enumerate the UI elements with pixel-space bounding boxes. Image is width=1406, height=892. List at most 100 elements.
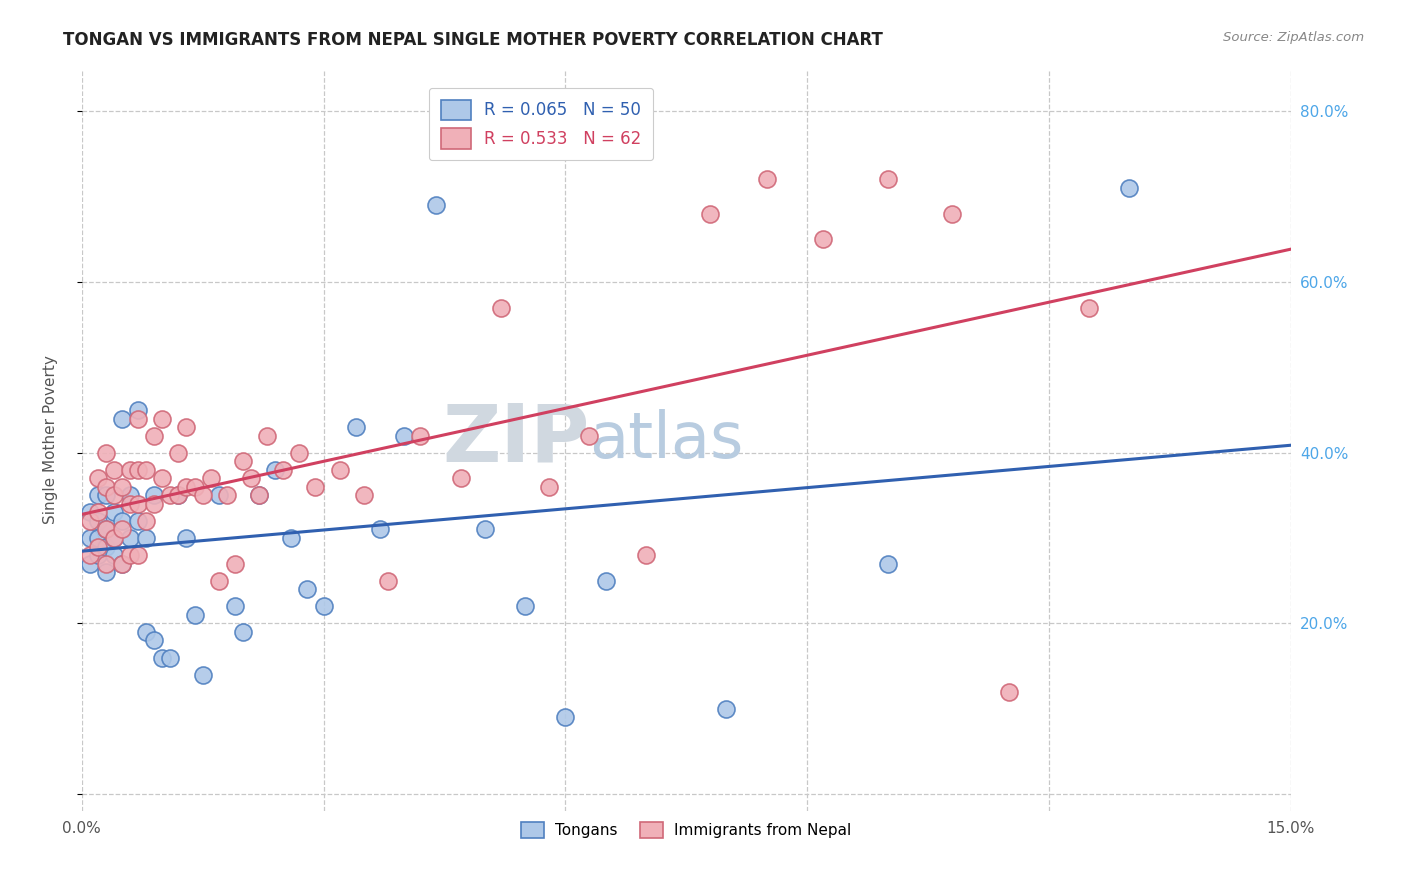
Point xyxy=(150,471,173,485)
Point xyxy=(247,488,270,502)
Point xyxy=(94,523,117,537)
Point xyxy=(127,403,149,417)
Point xyxy=(176,531,198,545)
Point xyxy=(94,523,117,537)
Point xyxy=(191,488,214,502)
Point xyxy=(554,710,576,724)
Point xyxy=(135,624,157,639)
Point xyxy=(256,428,278,442)
Point xyxy=(111,557,134,571)
Point xyxy=(232,454,254,468)
Point xyxy=(87,540,110,554)
Point xyxy=(94,540,117,554)
Legend: Tongans, Immigrants from Nepal: Tongans, Immigrants from Nepal xyxy=(515,816,858,845)
Point xyxy=(120,488,142,502)
Point xyxy=(103,531,125,545)
Point xyxy=(127,514,149,528)
Point xyxy=(120,463,142,477)
Point xyxy=(941,207,963,221)
Point xyxy=(79,548,101,562)
Point xyxy=(634,548,657,562)
Point xyxy=(368,523,391,537)
Point xyxy=(578,428,600,442)
Point xyxy=(474,523,496,537)
Point xyxy=(159,488,181,502)
Point xyxy=(87,531,110,545)
Point xyxy=(143,497,166,511)
Point xyxy=(127,411,149,425)
Point xyxy=(94,480,117,494)
Text: TONGAN VS IMMIGRANTS FROM NEPAL SINGLE MOTHER POVERTY CORRELATION CHART: TONGAN VS IMMIGRANTS FROM NEPAL SINGLE M… xyxy=(63,31,883,49)
Point xyxy=(716,702,738,716)
Point xyxy=(143,633,166,648)
Point xyxy=(167,445,190,459)
Point xyxy=(240,471,263,485)
Point xyxy=(167,488,190,502)
Point xyxy=(87,514,110,528)
Point xyxy=(191,667,214,681)
Point xyxy=(1118,181,1140,195)
Point xyxy=(377,574,399,588)
Point xyxy=(425,198,447,212)
Point xyxy=(344,420,367,434)
Point xyxy=(167,488,190,502)
Point xyxy=(87,488,110,502)
Point xyxy=(143,488,166,502)
Point xyxy=(127,497,149,511)
Point xyxy=(247,488,270,502)
Point xyxy=(103,548,125,562)
Point xyxy=(811,232,834,246)
Point xyxy=(329,463,352,477)
Point xyxy=(200,471,222,485)
Point xyxy=(127,463,149,477)
Point xyxy=(876,557,898,571)
Point xyxy=(1078,301,1101,315)
Point xyxy=(297,582,319,597)
Point xyxy=(135,514,157,528)
Point xyxy=(127,548,149,562)
Point xyxy=(353,488,375,502)
Point xyxy=(280,531,302,545)
Point xyxy=(264,463,287,477)
Text: atlas: atlas xyxy=(589,409,744,471)
Point xyxy=(94,557,117,571)
Point xyxy=(103,463,125,477)
Point xyxy=(79,557,101,571)
Point xyxy=(312,599,335,614)
Text: Source: ZipAtlas.com: Source: ZipAtlas.com xyxy=(1223,31,1364,45)
Point xyxy=(120,497,142,511)
Point xyxy=(699,207,721,221)
Point xyxy=(150,650,173,665)
Point xyxy=(94,445,117,459)
Point xyxy=(288,445,311,459)
Point xyxy=(87,471,110,485)
Point xyxy=(103,531,125,545)
Point xyxy=(232,624,254,639)
Point xyxy=(143,428,166,442)
Y-axis label: Single Mother Poverty: Single Mother Poverty xyxy=(44,355,58,524)
Point xyxy=(94,488,117,502)
Point xyxy=(997,684,1019,698)
Point xyxy=(183,480,205,494)
Point xyxy=(755,172,778,186)
Point xyxy=(135,531,157,545)
Point xyxy=(208,574,231,588)
Point xyxy=(271,463,294,477)
Point xyxy=(111,523,134,537)
Point xyxy=(120,531,142,545)
Point xyxy=(176,420,198,434)
Point xyxy=(111,557,134,571)
Point xyxy=(489,301,512,315)
Point xyxy=(595,574,617,588)
Point xyxy=(79,505,101,519)
Point xyxy=(111,514,134,528)
Point xyxy=(79,531,101,545)
Point xyxy=(87,505,110,519)
Point xyxy=(135,463,157,477)
Point xyxy=(94,565,117,579)
Point xyxy=(159,650,181,665)
Point xyxy=(103,488,125,502)
Point xyxy=(409,428,432,442)
Point xyxy=(876,172,898,186)
Point xyxy=(79,514,101,528)
